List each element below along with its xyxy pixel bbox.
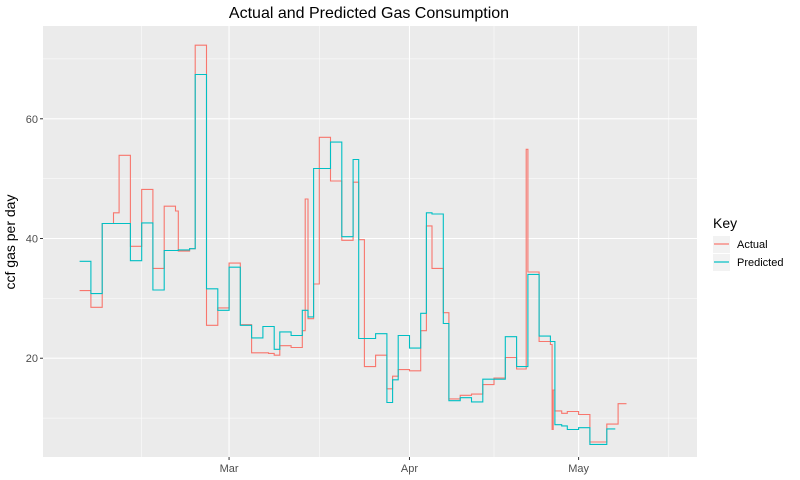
x-tick-label: May [568, 463, 589, 475]
y-axis-label: ccf gas per day [2, 195, 18, 290]
legend-label-predicted: Predicted [737, 257, 783, 269]
y-tick-label: 20 [26, 353, 38, 365]
grid-lines [43, 26, 697, 457]
legend-title: Key [713, 215, 737, 231]
chart-title: Actual and Predicted Gas Consumption [229, 5, 509, 22]
x-tick-label: Apr [401, 463, 418, 475]
series-line-predicted [79, 73, 616, 445]
legend: Key Actual Predicted [713, 215, 783, 271]
legend-label-actual: Actual [737, 239, 768, 251]
y-tick-label: 60 [26, 114, 38, 126]
y-tick-label: 40 [26, 234, 38, 246]
plot-panel [43, 26, 697, 457]
series-line-actual [79, 44, 627, 443]
series-lines [79, 44, 627, 445]
x-tick-label: Mar [220, 463, 239, 475]
axis-ticks: 20 40 60 Mar Apr May [26, 114, 590, 475]
